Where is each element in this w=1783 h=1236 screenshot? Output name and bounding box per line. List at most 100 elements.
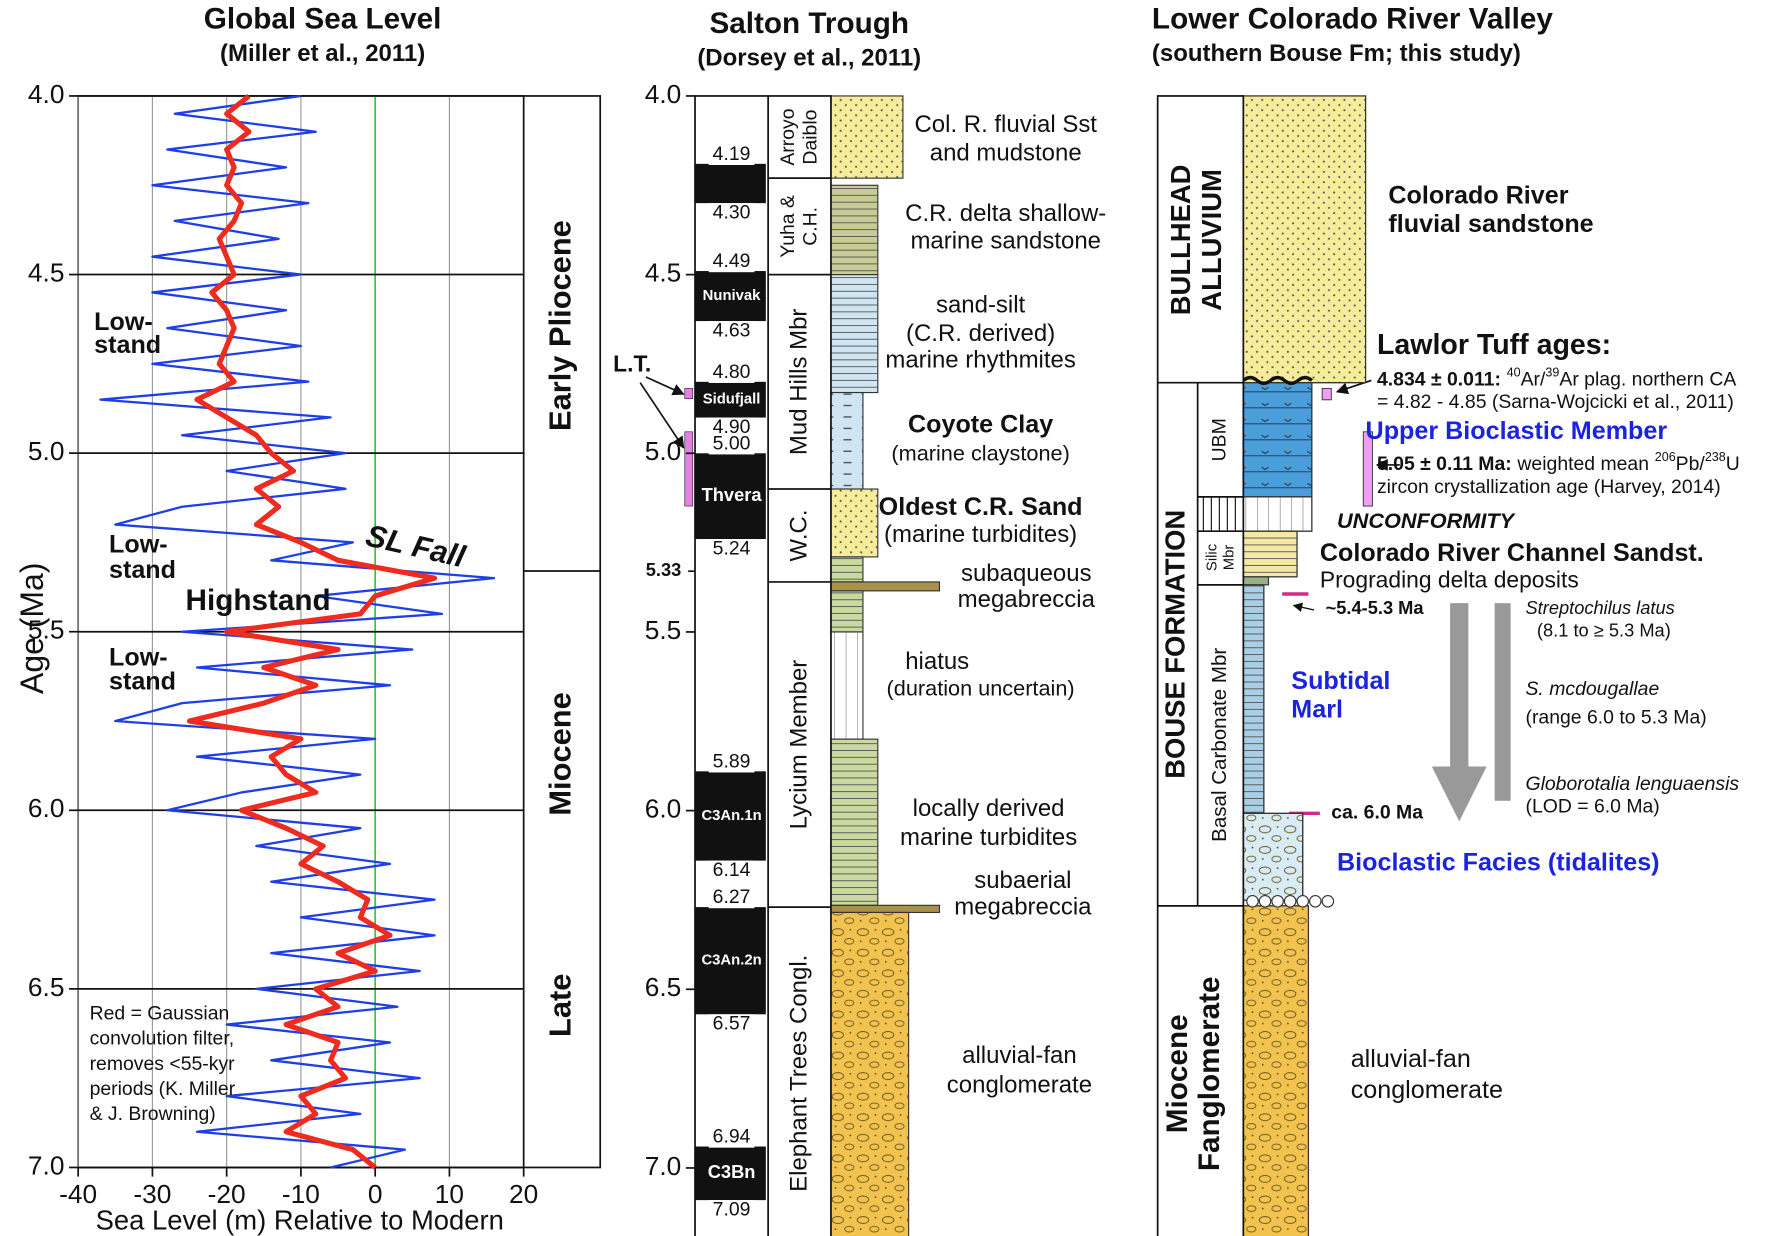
unit-description: marine rhythmites	[885, 346, 1075, 373]
panel-title: Global Sea Level	[204, 2, 442, 35]
label-part: = 4.82 - 4.85 (Sarna-Wojcicki et al., 20…	[1377, 391, 1734, 413]
label: ca. 6.0 Ma	[1331, 801, 1423, 823]
texture	[831, 96, 903, 178]
texture	[831, 557, 863, 582]
member-name: Basal Carbonate Mbr	[1208, 648, 1231, 842]
label-part: 4.834 ± 0.011:	[1377, 369, 1501, 391]
annotation: Highstand	[186, 584, 331, 617]
formation-name: Daiblo	[800, 110, 822, 165]
label-part: Marl	[1291, 695, 1343, 723]
x-tick-label: 10	[435, 1179, 464, 1209]
pebble	[1247, 896, 1258, 907]
label: conglomerate	[1351, 1076, 1503, 1104]
label-part: Pb/	[1676, 453, 1706, 475]
label-part: Subtidal	[1291, 667, 1390, 695]
label: Prograding delta deposits	[1320, 566, 1579, 592]
chron-age: 5.24	[713, 537, 751, 559]
unit-description: Coyote Clay	[908, 411, 1053, 439]
pebble	[1322, 896, 1333, 907]
label-part: Colorado River Channel Sandst.	[1320, 539, 1704, 567]
label: Upper Bioclastic Member	[1366, 416, 1668, 444]
label-part: Ar/	[1521, 369, 1546, 391]
chron-age: 6.14	[713, 859, 751, 881]
texture	[831, 632, 863, 739]
lithology-unit	[1243, 585, 1264, 813]
unit-description: C.R. delta shallow-	[905, 200, 1106, 227]
note: Red = Gaussian	[90, 1003, 230, 1025]
label: ~5.4-5.3 Ma	[1326, 597, 1425, 618]
texture	[831, 591, 863, 632]
chron-age: 7.09	[713, 1199, 751, 1221]
label-part: Bioclastic Facies (tidalites)	[1337, 848, 1660, 876]
x-tick-label: -30	[133, 1179, 171, 1209]
label-part: U	[1726, 453, 1740, 475]
unit-description: marine turbidites	[900, 824, 1077, 851]
panel-subtitle: (Miller et al., 2011)	[220, 40, 425, 67]
pebble	[1272, 896, 1283, 907]
label: Colorado River	[1388, 181, 1568, 209]
polarity-chron	[695, 164, 766, 203]
label: = 4.82 - 4.85 (Sarna-Wojcicki et al., 20…	[1377, 391, 1734, 413]
chron-name: Nunivak	[703, 288, 761, 304]
formation-name: Yuha &	[777, 195, 799, 258]
group-name: Miocene	[1161, 1014, 1194, 1133]
label-part: 39	[1545, 366, 1559, 380]
y-tick-label: 5.5	[645, 615, 682, 645]
epoch-label: Early Pliocene	[543, 220, 578, 431]
lithology-unit	[831, 905, 940, 912]
epoch-label: Miocene	[543, 692, 578, 815]
lithology-unit	[1243, 497, 1312, 531]
label-part: Ar plag. northern CA	[1559, 369, 1736, 391]
group-name: BULLHEAD	[1165, 165, 1196, 316]
tuff-marker	[685, 388, 693, 398]
label: (range 6.0 to 5.3 Ma)	[1525, 707, 1706, 729]
label: Marl	[1291, 695, 1343, 723]
formation-name: Elephant Trees Congl.	[785, 955, 812, 1192]
panel-subtitle: (southern Bouse Fm; this study)	[1152, 40, 1521, 67]
label-part: (8.1 to ≥ 5.3 Ma)	[1537, 620, 1671, 641]
formation-name: W.C.	[785, 510, 812, 562]
label-part: fluvial sandstone	[1388, 210, 1593, 238]
note: removes <55-kyr	[90, 1053, 236, 1075]
label-part: 5.05 ± 0.11 Ma:	[1377, 453, 1512, 475]
texture	[831, 489, 878, 557]
x-tick-label: -10	[282, 1179, 320, 1209]
chron-age: 4.63	[713, 319, 751, 341]
formation-name: C.H.	[800, 207, 822, 246]
label: zircon crystallization age (Harvey, 2014…	[1377, 476, 1721, 498]
panel-subtitle: (Dorsey et al., 2011)	[697, 45, 921, 72]
annotation: Low-	[109, 531, 168, 559]
unit-description: (duration uncertain)	[887, 676, 1075, 701]
arrow	[1294, 605, 1315, 610]
figure: Global Sea Level (Miller et al., 2011) S…	[0, 0, 1783, 1236]
chron-age: 6.57	[713, 1013, 751, 1035]
chron-age: 6.94	[713, 1126, 751, 1148]
pebble	[1284, 896, 1295, 907]
chron-name: C3Bn	[708, 1161, 756, 1182]
group-name: Fanglomerate	[1193, 976, 1226, 1171]
y-tick-label: 5.33	[646, 559, 682, 580]
y-tick-label: 7.0	[28, 1150, 65, 1180]
note: periods (K. Miller	[90, 1078, 236, 1100]
unit-description: hiatus	[905, 648, 969, 675]
unit-description: Oldest C.R. Sand	[879, 493, 1083, 521]
label-part: Lawlor Tuff ages:	[1377, 329, 1611, 361]
group-name: BOUSE FORMATION	[1159, 510, 1190, 779]
label-part: ~5.4-5.3 Ma	[1326, 597, 1425, 618]
page: {"chart_data": [ {"type": "line", "title…	[0, 0, 1783, 1236]
chron-name: C3An.2n	[701, 953, 761, 969]
range-bar	[1495, 603, 1511, 801]
unit-description: Col. R. fluvial Sst	[914, 111, 1097, 138]
y-tick-label: 4.0	[28, 79, 65, 109]
texture	[831, 739, 878, 905]
y-tick-label: 4.5	[645, 258, 682, 288]
member-name: Silic	[1204, 543, 1220, 571]
lithology-unit	[1243, 577, 1268, 585]
chron-age: 4.19	[713, 143, 751, 165]
lithology-unit	[1243, 813, 1302, 900]
y-tick-label: 6.0	[645, 794, 682, 824]
label-part: 40	[1507, 366, 1521, 380]
unit-description: and mudstone	[930, 140, 1082, 167]
label: fluvial sandstone	[1388, 210, 1593, 238]
